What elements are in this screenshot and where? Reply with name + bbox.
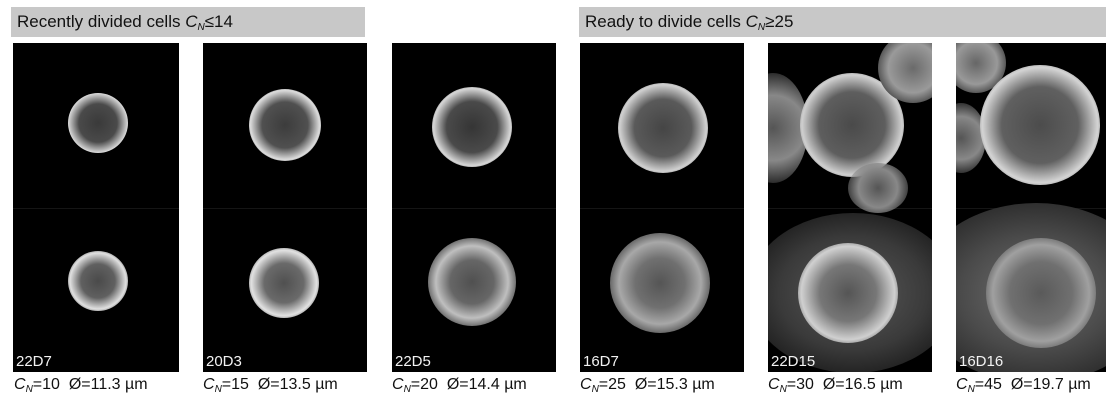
cell-image xyxy=(249,248,319,318)
diameter-value: Ø=14.4 µm xyxy=(446,376,527,393)
cn-subscript: N xyxy=(967,384,975,395)
panel-id-label: 20D3 xyxy=(206,353,242,370)
cell-image xyxy=(980,65,1100,185)
cell-image xyxy=(432,87,512,167)
panel-caption: CN=30 Ø=16.5 µm xyxy=(768,376,903,395)
panel-seam xyxy=(768,207,932,209)
cn-symbol: C xyxy=(392,376,404,393)
panel-caption: CN=20 Ø=14.4 µm xyxy=(392,376,527,395)
cn-symbol: C xyxy=(14,376,26,393)
panel-seam xyxy=(13,207,179,209)
panel-caption: CN=25 Ø=15.3 µm xyxy=(580,376,715,395)
group-threshold: ≤14 xyxy=(204,12,233,31)
panel-seam xyxy=(392,207,556,209)
cell-image xyxy=(68,251,128,311)
cn-subscript: N xyxy=(403,384,411,395)
cn-value: =25 xyxy=(598,376,626,393)
cell-image xyxy=(986,238,1096,348)
panel-caption: CN=45 Ø=19.7 µm xyxy=(956,376,1091,395)
group-banner-ready-to-divide: Ready to divide cells CN≥25 xyxy=(579,7,1106,37)
cn-value: =15 xyxy=(221,376,249,393)
cn-subscript: N xyxy=(779,384,787,395)
diameter-value: Ø=11.3 µm xyxy=(68,376,148,393)
diameter-value: Ø=15.3 µm xyxy=(634,376,715,393)
panel-id-label: 16D16 xyxy=(959,353,1004,370)
group-banner-recently-divided: Recently divided cells CN≤14 xyxy=(11,7,365,37)
group-subscript: N xyxy=(197,22,205,33)
cn-symbol: C xyxy=(580,376,592,393)
cell-image xyxy=(610,233,710,333)
micrograph-panel: 20D3 xyxy=(203,43,367,372)
cn-value: =45 xyxy=(974,376,1002,393)
micrograph-panel: 16D16 xyxy=(956,43,1106,372)
cn-value: =30 xyxy=(786,376,814,393)
panel-id-label: 22D7 xyxy=(16,353,52,370)
micrograph-panel: 22D7 xyxy=(13,43,179,372)
cn-subscript: N xyxy=(25,384,33,395)
cn-value: =10 xyxy=(32,376,60,393)
panel-id-label: 22D15 xyxy=(771,353,816,370)
cell-image xyxy=(428,238,516,326)
panel-seam xyxy=(580,207,744,209)
diameter-value: Ø=13.5 µm xyxy=(257,376,338,393)
cn-value: =20 xyxy=(410,376,438,393)
cell-image xyxy=(249,89,321,161)
group-subscript: N xyxy=(757,22,766,33)
group-title: Recently divided cells xyxy=(17,12,186,31)
panel-seam xyxy=(203,207,367,209)
diameter-value: Ø=19.7 µm xyxy=(1010,376,1091,393)
group-title: Ready to divide cells xyxy=(585,12,746,31)
cell-image xyxy=(618,83,708,173)
group-threshold: ≥25 xyxy=(765,12,794,31)
micrograph-panel: 22D5 xyxy=(392,43,556,372)
cn-symbol: C xyxy=(768,376,780,393)
cell-image xyxy=(68,93,128,153)
micrograph-panel: 22D15 xyxy=(768,43,932,372)
micrograph-panel: 16D7 xyxy=(580,43,744,372)
cn-subscript: N xyxy=(214,384,222,395)
cell-image xyxy=(848,163,908,213)
panel-id-label: 16D7 xyxy=(583,353,619,370)
group-symbol: C xyxy=(745,12,758,31)
cell-image xyxy=(798,243,898,343)
panel-caption: CN=15 Ø=13.5 µm xyxy=(203,376,338,395)
cn-subscript: N xyxy=(591,384,599,395)
cn-symbol: C xyxy=(203,376,215,393)
group-symbol: C xyxy=(185,12,198,31)
cn-symbol: C xyxy=(956,376,968,393)
panel-id-label: 22D5 xyxy=(395,353,431,370)
panel-caption: CN=10 Ø=11.3 µm xyxy=(14,376,148,395)
diameter-value: Ø=16.5 µm xyxy=(822,376,903,393)
